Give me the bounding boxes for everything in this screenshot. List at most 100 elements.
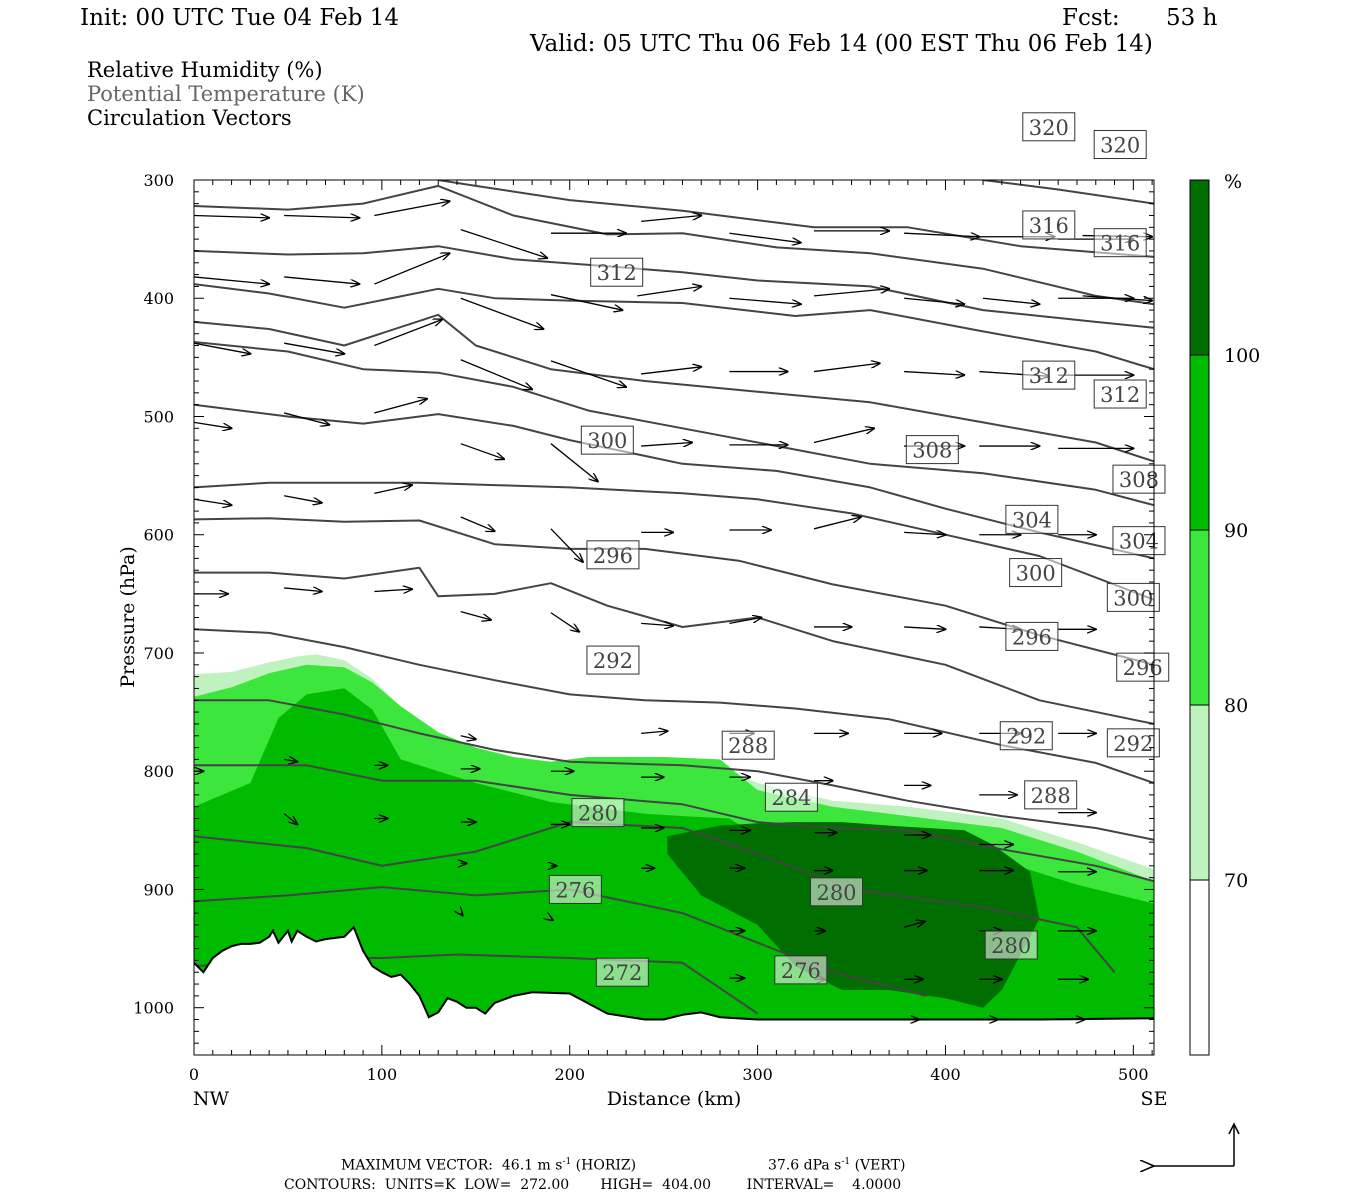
x-tick-label: 400	[930, 1065, 961, 1084]
theta-contour-280	[194, 821, 1116, 973]
vector-arrow	[550, 612, 579, 632]
colorbar-segment	[1190, 880, 1209, 1055]
vector-arrow	[813, 289, 889, 297]
contour-label-box	[1024, 780, 1078, 810]
vector-arrow	[284, 215, 359, 217]
contour-label: 284	[771, 786, 811, 810]
vector-arrow	[641, 443, 692, 447]
contour-label: 308	[1119, 468, 1159, 492]
field-relative-humidity: Relative Humidity (%)	[87, 58, 323, 82]
forecast-hour-value: 53 h	[1166, 5, 1218, 31]
contour-label: 308	[912, 439, 952, 463]
forecast-hour-label: Fcst:	[1062, 5, 1120, 31]
contour-label-box	[548, 874, 602, 904]
contour-label: 312	[597, 261, 637, 285]
x-axis-label: Distance (km)	[607, 1088, 742, 1110]
contour-label: 292	[593, 649, 633, 673]
theta-contour-316	[194, 313, 1154, 463]
contour-label-box	[1112, 526, 1166, 556]
contour-label-box	[1022, 112, 1076, 142]
vector-scale-key	[1152, 1122, 1240, 1166]
max-vector-label: MAXIMUM VECTOR:	[341, 1157, 493, 1174]
theta-contour-304	[194, 481, 1154, 601]
vector-arrow	[904, 297, 964, 304]
contour-label: 316	[1029, 214, 1069, 238]
y-tick-label: 800	[143, 762, 174, 781]
contour-label-box	[774, 955, 828, 985]
contour-label-box	[1106, 728, 1160, 758]
vector-arrow	[283, 813, 297, 825]
contour-label-box	[721, 730, 775, 760]
colorbar-unit: %	[1224, 171, 1242, 193]
theta-contour-288	[194, 699, 1154, 841]
vector-arrow	[982, 297, 1039, 304]
y-tick-label: 700	[143, 644, 174, 663]
y-tick-label: 900	[143, 880, 174, 899]
vertical-max: 37.6 dPa s	[768, 1157, 842, 1174]
vector-arrow	[460, 516, 495, 531]
contour-label: 276	[555, 878, 595, 902]
contour-label: 292	[1006, 725, 1046, 749]
vertical-max-line: 37.6 dPa s-1 (VERT)	[768, 1158, 905, 1173]
vector-arrow	[460, 229, 547, 258]
x-tick-label: 200	[554, 1065, 585, 1084]
contour-label-box	[595, 957, 649, 987]
max-vector-line: MAXIMUM VECTOR: 46.1 m s-1 (HORIZ)	[341, 1158, 636, 1173]
theta-contour-upper-13	[194, 245, 1154, 329]
x-tick-label: 300	[742, 1065, 773, 1084]
x-tick-label: 0	[189, 1065, 199, 1084]
contour-label-box	[1106, 582, 1160, 612]
contour-label-box	[905, 435, 959, 465]
contour-label-box	[984, 930, 1038, 960]
colorbar-label: 80	[1224, 695, 1248, 717]
vector-arrow	[813, 517, 861, 530]
theta-contour-296	[194, 566, 1154, 725]
contour-label-box	[571, 798, 625, 828]
vertical-exponent: -1	[841, 1157, 851, 1167]
contour-label: 296	[593, 544, 633, 568]
vertical-suffix: (VERT)	[850, 1157, 906, 1174]
vector-arrow	[550, 294, 622, 310]
vector-arrow	[813, 428, 874, 444]
theta-contour-upper-15	[438, 180, 1154, 258]
colorbar-label: 100	[1224, 345, 1260, 367]
contour-label: 300	[587, 429, 627, 453]
vector-arrow	[374, 485, 412, 494]
contour-label-box	[1005, 504, 1059, 534]
vector-arrow	[550, 528, 583, 562]
contour-label-box	[999, 721, 1053, 751]
contour-label: 280	[578, 802, 618, 826]
horizontal-max: 46.1 m s	[501, 1157, 563, 1174]
contour-label-box	[1093, 379, 1147, 409]
y-tick-label: 500	[143, 407, 174, 426]
contour-labels: 272 276 276 280 280 280 284 288 288 292 292 292 296 2…	[548, 112, 1170, 987]
x-tick-label: 500	[1118, 1065, 1149, 1084]
contour-info: CONTOURS: UNITS=K LOW= 272.00 HIGH= 404.…	[284, 1177, 902, 1193]
colorbar-frame	[1189, 179, 1210, 1056]
theta-contour-upper-16	[982, 180, 1154, 205]
vector-arrow	[904, 233, 979, 237]
contour-label: 316	[1100, 232, 1140, 256]
contour-label-box	[586, 645, 640, 675]
contour-label: 300	[1113, 586, 1153, 610]
vector-arrow	[284, 342, 344, 354]
vector-arrow	[194, 215, 269, 217]
vector-arrow	[551, 919, 553, 920]
contour-label: 320	[1029, 116, 1069, 140]
contour-label: 300	[1016, 562, 1056, 586]
terrain-line	[194, 925, 1154, 1021]
contour-label-box	[1112, 464, 1166, 494]
axes: 300 400 500 600 700 800 900 1000 0 100 200 300 400 50…	[133, 171, 1154, 1084]
potential-temperature-contours	[194, 180, 1154, 1015]
y-tick-label: 300	[143, 171, 174, 190]
field-circulation-vectors: Circulation Vectors	[87, 106, 292, 130]
contour-label-box	[590, 257, 644, 287]
contour-label-box	[580, 425, 634, 455]
theta-contour-312	[194, 341, 1154, 507]
vector-arrow	[904, 372, 964, 376]
contour-label: 288	[728, 734, 768, 758]
vector-arrow	[641, 623, 673, 625]
vector-arrow	[904, 532, 945, 534]
y-tick-label: 1000	[133, 999, 174, 1018]
theta-contour-320	[194, 283, 1154, 371]
